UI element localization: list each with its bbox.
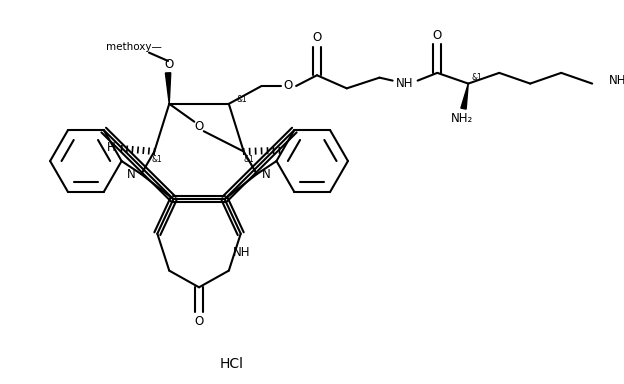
Text: NH: NH — [396, 77, 413, 90]
Text: methoxy—: methoxy— — [106, 41, 162, 52]
Text: O: O — [313, 31, 321, 44]
Text: O: O — [284, 79, 293, 93]
Text: NH₂: NH₂ — [451, 112, 474, 125]
Text: &1: &1 — [243, 156, 254, 164]
Text: O: O — [195, 120, 203, 133]
Text: &1: &1 — [236, 94, 247, 104]
Text: N: N — [262, 168, 271, 180]
Text: &1: &1 — [471, 73, 482, 82]
Text: &1: &1 — [152, 156, 163, 164]
Polygon shape — [165, 73, 171, 104]
Text: N: N — [127, 168, 136, 180]
Text: NH: NH — [233, 246, 251, 259]
Text: O: O — [165, 58, 174, 71]
Text: HCl: HCl — [220, 357, 244, 371]
Text: NH₂: NH₂ — [609, 74, 624, 87]
Text: O: O — [432, 29, 442, 42]
Polygon shape — [461, 84, 468, 109]
Text: H: H — [107, 141, 115, 154]
Text: O: O — [195, 315, 203, 328]
